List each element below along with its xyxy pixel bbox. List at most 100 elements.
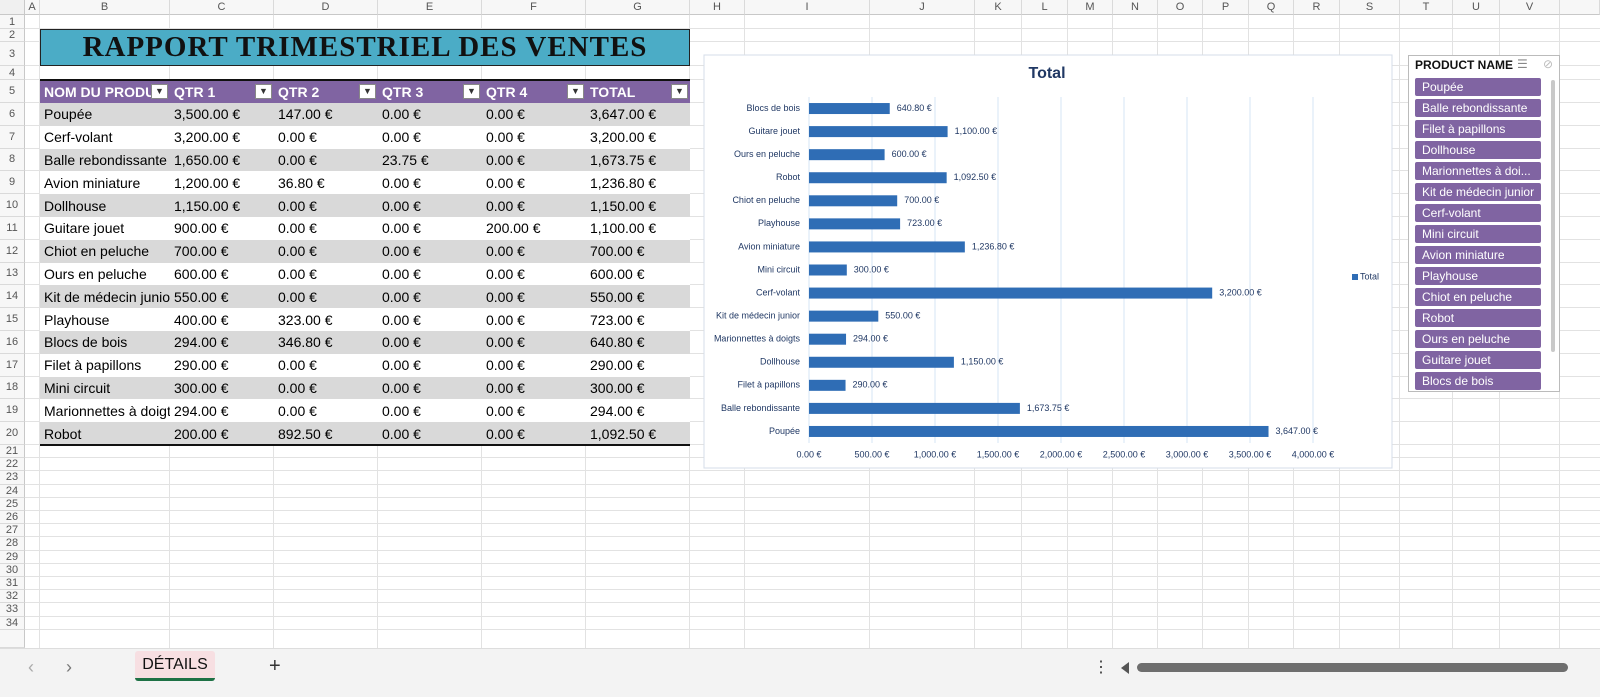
row-header[interactable]: 5 xyxy=(0,80,25,103)
scroll-left-button[interactable] xyxy=(1121,662,1129,674)
row-header[interactable]: 9 xyxy=(0,171,25,195)
column-header[interactable]: T xyxy=(1400,0,1453,15)
slicer-item[interactable]: Poupée xyxy=(1415,78,1541,96)
column-header[interactable]: M xyxy=(1068,0,1113,15)
chart-area[interactable] xyxy=(703,54,1393,469)
column-header[interactable]: Q xyxy=(1249,0,1294,15)
slicer-item[interactable]: Balle rebondissante xyxy=(1415,99,1541,117)
row-header[interactable]: 32 xyxy=(0,590,25,604)
row-header[interactable]: 28 xyxy=(0,537,25,551)
row-header[interactable]: 25 xyxy=(0,497,25,511)
row-header[interactable]: 12 xyxy=(0,239,25,263)
row-header[interactable]: 6 xyxy=(0,103,25,126)
column-header[interactable]: R xyxy=(1294,0,1340,15)
slicer-item[interactable]: Chiot en peluche xyxy=(1415,288,1541,306)
column-header[interactable]: B xyxy=(40,0,170,15)
row-header[interactable]: 18 xyxy=(0,376,25,400)
row-header[interactable]: 20 xyxy=(0,422,25,445)
slicer-item[interactable]: Kit de médecin junior xyxy=(1415,183,1541,201)
slicer-item[interactable]: Ours en peluche xyxy=(1415,330,1541,348)
row-header[interactable]: 29 xyxy=(0,550,25,564)
row-header[interactable]: 3 xyxy=(0,42,25,66)
row-header[interactable]: 26 xyxy=(0,511,25,525)
column-header[interactable]: L xyxy=(1022,0,1068,15)
column-header[interactable]: P xyxy=(1203,0,1249,15)
column-header[interactable]: S xyxy=(1340,0,1400,15)
table-cell: 290.00 € xyxy=(170,353,274,377)
bar xyxy=(809,195,898,207)
filter-dropdown[interactable]: ▼ xyxy=(567,84,584,99)
select-all[interactable] xyxy=(0,0,25,15)
row-header[interactable]: 14 xyxy=(0,285,25,309)
slicer-item[interactable]: Guitare jouet xyxy=(1415,351,1541,369)
slicer-item[interactable]: Cerf-volant xyxy=(1415,204,1541,222)
prev-sheet-button[interactable]: ‹ xyxy=(28,657,34,677)
row-header[interactable]: 19 xyxy=(0,399,25,423)
row-header[interactable]: 7 xyxy=(0,125,25,149)
multi-select-button[interactable]: ☰ xyxy=(1517,57,1528,71)
column-header[interactable]: D xyxy=(274,0,378,15)
row-header[interactable]: 24 xyxy=(0,484,25,498)
row-header[interactable]: 33 xyxy=(0,603,25,617)
slicer-item[interactable]: Robot xyxy=(1415,309,1541,327)
row-header[interactable]: 30 xyxy=(0,563,25,577)
row-header[interactable]: 13 xyxy=(0,262,25,286)
column-header[interactable]: J xyxy=(870,0,975,15)
column-header[interactable]: C xyxy=(170,0,274,15)
row-header[interactable]: 22 xyxy=(0,458,25,472)
slicer-item[interactable]: Dollhouse xyxy=(1415,141,1541,159)
row-header[interactable]: 4 xyxy=(0,66,25,80)
filter-dropdown[interactable]: ▼ xyxy=(359,84,376,99)
slicer-item[interactable]: Mini circuit xyxy=(1415,225,1541,243)
slicer-item[interactable]: Blocs de bois xyxy=(1415,372,1541,390)
row-header[interactable]: 1 xyxy=(0,15,25,29)
filter-dropdown[interactable]: ▼ xyxy=(151,84,168,99)
column-header[interactable]: A xyxy=(25,0,40,15)
column-header[interactable]: N xyxy=(1113,0,1158,15)
column-header[interactable]: H xyxy=(690,0,745,15)
table-cell: 0.00 € xyxy=(482,376,586,400)
slicer-item[interactable]: Filet à papillons xyxy=(1415,120,1541,138)
row-header[interactable]: 23 xyxy=(0,471,25,485)
column-header[interactable]: V xyxy=(1500,0,1560,15)
bar xyxy=(809,126,948,138)
table-border-top xyxy=(40,79,690,81)
filter-dropdown[interactable]: ▼ xyxy=(671,84,688,99)
slicer-item[interactable]: Marionnettes à doi... xyxy=(1415,162,1541,180)
column-header[interactable]: O xyxy=(1158,0,1203,15)
clear-filter-button[interactable]: ⊘ xyxy=(1543,57,1554,71)
row-header[interactable]: 21 xyxy=(0,445,25,459)
column-header[interactable]: U xyxy=(1453,0,1500,15)
horizontal-scrollbar[interactable] xyxy=(1137,663,1568,672)
y-tick-label: Avion miniature xyxy=(738,241,800,251)
slicer-item[interactable]: Playhouse xyxy=(1415,267,1541,285)
column-header[interactable]: F xyxy=(482,0,586,15)
column-header[interactable]: K xyxy=(975,0,1022,15)
table-cell: 0.00 € xyxy=(482,331,586,354)
row-header[interactable]: 2 xyxy=(0,29,25,42)
slicer-item[interactable]: Avion miniature xyxy=(1415,246,1541,264)
row-header[interactable]: 11 xyxy=(0,217,25,240)
column-header[interactable]: I xyxy=(745,0,870,15)
row-header[interactable]: 27 xyxy=(0,524,25,538)
slicer-scrollbar[interactable] xyxy=(1551,80,1555,352)
row-header[interactable]: 16 xyxy=(0,331,25,354)
filter-dropdown[interactable]: ▼ xyxy=(255,84,272,99)
table-cell: 1,150.00 € xyxy=(586,194,690,217)
y-tick-label: Chiot en peluche xyxy=(732,195,800,205)
more-options-button[interactable]: ⋮ xyxy=(1093,659,1109,676)
row-header[interactable]: 31 xyxy=(0,577,25,591)
column-header[interactable]: G xyxy=(586,0,690,15)
next-sheet-button[interactable]: › xyxy=(66,657,72,677)
sheet-tab[interactable]: DÉTAILS xyxy=(135,651,215,681)
row-header[interactable]: 15 xyxy=(0,308,25,331)
column-header[interactable]: E xyxy=(378,0,482,15)
row-header[interactable]: 8 xyxy=(0,148,25,172)
filter-dropdown[interactable]: ▼ xyxy=(463,84,480,99)
row-header[interactable]: 17 xyxy=(0,353,25,377)
x-tick-label: 1,500.00 € xyxy=(977,449,1020,459)
add-sheet-button[interactable]: + xyxy=(269,655,281,677)
row-header[interactable]: 34 xyxy=(0,616,25,630)
row-header[interactable]: 10 xyxy=(0,194,25,217)
